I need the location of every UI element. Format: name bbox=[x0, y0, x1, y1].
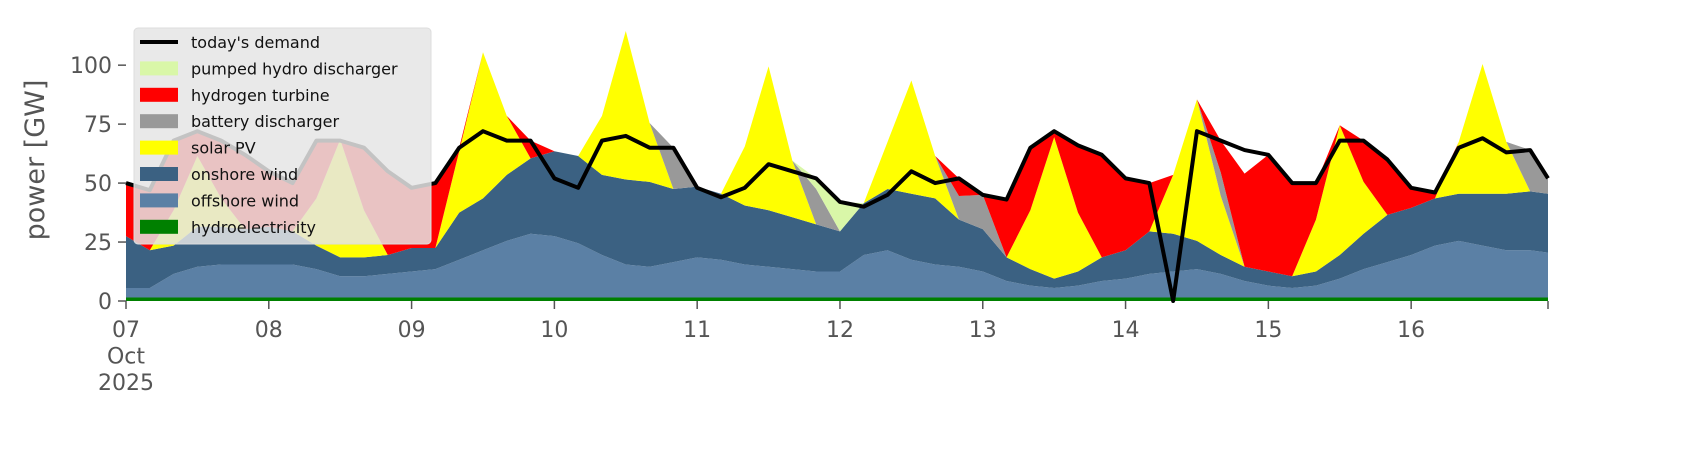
legend-patch bbox=[140, 114, 178, 129]
legend-label: offshore wind bbox=[191, 191, 299, 210]
x-tick-label: 12 bbox=[826, 318, 854, 343]
y-axis-label: power [GW] bbox=[20, 80, 51, 241]
legend-box bbox=[133, 27, 432, 245]
legend-patch bbox=[140, 193, 178, 208]
legend-patch bbox=[140, 87, 178, 102]
x-tick-label: 08 bbox=[255, 318, 283, 343]
legend-patch bbox=[140, 167, 178, 181]
x-tick-label: 15 bbox=[1254, 318, 1282, 343]
legend-label: battery discharger bbox=[191, 112, 339, 131]
x-tick-label: 07 Oct 2025 bbox=[98, 318, 154, 396]
legend: today's demand pumped hydro discharger hyd… bbox=[133, 27, 432, 245]
y-tick-label: 75 bbox=[84, 113, 112, 138]
legend-label: hydrogen turbine bbox=[191, 86, 330, 105]
legend-label: hydroelectricity bbox=[191, 218, 316, 237]
area bbox=[126, 30, 1548, 277]
area bbox=[126, 151, 1548, 289]
area bbox=[126, 233, 1548, 298]
legend-patch bbox=[140, 61, 178, 76]
legend-patch bbox=[140, 219, 178, 234]
legend-label: pumped hydro discharger bbox=[191, 59, 398, 78]
x-tick-label: 10 bbox=[540, 318, 568, 343]
y-tick-label: 0 bbox=[98, 290, 112, 315]
y-tick-label: 100 bbox=[70, 54, 112, 79]
x-tick-label: 09 bbox=[398, 318, 426, 343]
legend-label: solar PV bbox=[191, 139, 256, 158]
x-tick-label: 16 bbox=[1397, 318, 1425, 343]
y-tick-label: 50 bbox=[84, 172, 112, 197]
legend-patch bbox=[140, 140, 178, 155]
x-tick-label: 11 bbox=[683, 318, 711, 343]
y-tick-label: 25 bbox=[84, 231, 112, 256]
area bbox=[126, 30, 1548, 279]
legend-label: onshore wind bbox=[191, 165, 298, 184]
x-tick-label: 13 bbox=[969, 318, 997, 343]
legend-label: today's demand bbox=[191, 33, 320, 52]
area bbox=[126, 297, 1548, 301]
x-tick-label: 14 bbox=[1112, 318, 1140, 343]
